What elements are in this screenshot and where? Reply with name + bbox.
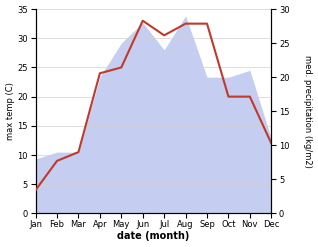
X-axis label: date (month): date (month): [117, 231, 190, 242]
Y-axis label: max temp (C): max temp (C): [5, 82, 15, 140]
Y-axis label: med. precipitation (kg/m2): med. precipitation (kg/m2): [303, 55, 313, 168]
